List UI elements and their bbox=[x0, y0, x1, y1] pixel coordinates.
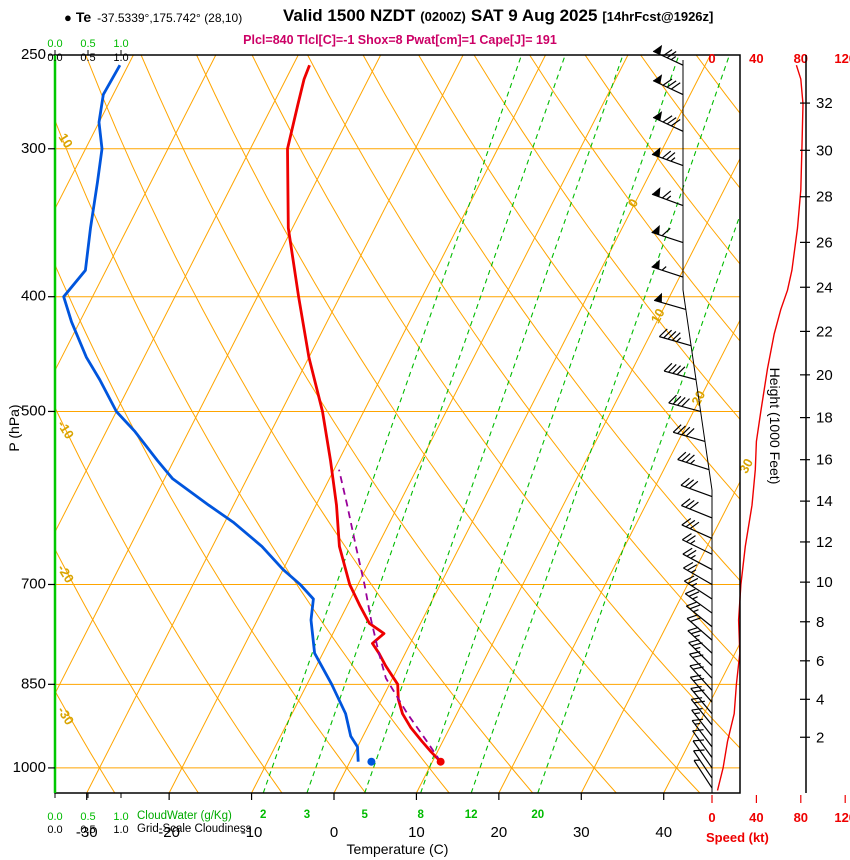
surface-dewpoint-dot bbox=[367, 757, 376, 766]
svg-text:0.0: 0.0 bbox=[47, 52, 62, 64]
svg-text:80: 80 bbox=[794, 51, 808, 66]
background-grid bbox=[55, 55, 740, 793]
station-marker-icon: ● bbox=[64, 10, 72, 25]
svg-text:0.0: 0.0 bbox=[47, 811, 62, 823]
svg-text:80: 80 bbox=[794, 810, 808, 825]
svg-text:-20: -20 bbox=[54, 562, 77, 586]
svg-text:40: 40 bbox=[655, 824, 672, 841]
temperature-axis-title: Temperature (C) bbox=[346, 841, 449, 857]
svg-text:6: 6 bbox=[816, 653, 824, 670]
svg-text:16: 16 bbox=[816, 452, 833, 469]
svg-text:0: 0 bbox=[708, 51, 715, 66]
svg-text:3: 3 bbox=[304, 809, 310, 821]
svg-text:30: 30 bbox=[573, 824, 590, 841]
sounding-parameters: Plcl=840 Tlcl[C]=-1 Shox=8 Pwat[cm]=1 Ca… bbox=[243, 33, 557, 47]
svg-text:400: 400 bbox=[21, 288, 46, 305]
title-valid: Valid 1500 NZDT bbox=[283, 6, 416, 25]
svg-text:2: 2 bbox=[260, 809, 266, 821]
station-info: ● Te -37.5339°,175.742° (28,10) bbox=[64, 9, 242, 25]
svg-text:1.0: 1.0 bbox=[113, 824, 128, 836]
svg-text:1.0: 1.0 bbox=[113, 811, 128, 823]
title-fcst: [14hrFcst@1926z] bbox=[602, 9, 714, 24]
pressure-axis-title: P (hPa) bbox=[6, 404, 22, 452]
svg-text:12: 12 bbox=[816, 534, 833, 551]
station-coords: -37.5339°,175.742° (28,10) bbox=[97, 11, 243, 25]
svg-text:32: 32 bbox=[816, 95, 833, 112]
station-id: Te bbox=[75, 9, 92, 25]
svg-text:40: 40 bbox=[749, 51, 763, 66]
svg-text:1000: 1000 bbox=[13, 759, 46, 776]
sounding-curves bbox=[62, 64, 445, 766]
svg-text:-20: -20 bbox=[158, 824, 180, 841]
svg-text:20: 20 bbox=[491, 824, 508, 841]
svg-text:12: 12 bbox=[465, 809, 478, 821]
dewpoint-curve bbox=[62, 64, 360, 762]
wind-speed-profile bbox=[716, 64, 804, 791]
height-axis-title: Height (1000 Feet) bbox=[767, 367, 783, 485]
svg-text:8: 8 bbox=[816, 614, 824, 631]
svg-text:22: 22 bbox=[816, 323, 833, 340]
svg-text:8: 8 bbox=[417, 809, 424, 821]
svg-text:500: 500 bbox=[21, 402, 46, 419]
svg-text:10: 10 bbox=[56, 131, 76, 151]
svg-text:10: 10 bbox=[408, 824, 425, 841]
svg-text:0.5: 0.5 bbox=[80, 824, 95, 836]
svg-text:30: 30 bbox=[816, 142, 833, 159]
svg-text:850: 850 bbox=[21, 675, 46, 692]
svg-text:0.0: 0.0 bbox=[47, 824, 62, 836]
cloudiness-axis-title: Grid-Scale Cloudiness bbox=[137, 823, 252, 835]
svg-text:2: 2 bbox=[816, 729, 824, 746]
svg-text:1.0: 1.0 bbox=[113, 38, 128, 50]
svg-text:0: 0 bbox=[708, 810, 715, 825]
svg-text:0.5: 0.5 bbox=[80, 52, 95, 64]
svg-text:10: 10 bbox=[648, 306, 668, 326]
svg-text:4: 4 bbox=[816, 691, 824, 708]
speed-axis-title: Speed (kt) bbox=[706, 830, 769, 845]
svg-text:30: 30 bbox=[736, 456, 756, 476]
temperature-curve bbox=[286, 64, 442, 763]
svg-text:26: 26 bbox=[816, 234, 833, 251]
svg-text:0.5: 0.5 bbox=[80, 38, 95, 50]
svg-text:0: 0 bbox=[330, 824, 338, 841]
mixing-ratio-lines bbox=[262, 55, 740, 793]
svg-text:10: 10 bbox=[816, 574, 833, 591]
svg-text:0.0: 0.0 bbox=[47, 38, 62, 50]
svg-text:-30: -30 bbox=[76, 824, 98, 841]
svg-text:-10: -10 bbox=[54, 418, 77, 442]
svg-text:20: 20 bbox=[816, 367, 833, 384]
parcel-path bbox=[338, 469, 442, 763]
mixing-ratio-labels: 2 3 5 8 12 20 bbox=[260, 809, 544, 821]
svg-text:250: 250 bbox=[21, 46, 46, 63]
svg-text:0: 0 bbox=[625, 196, 642, 209]
svg-text:120: 120 bbox=[834, 51, 850, 66]
svg-text:700: 700 bbox=[21, 575, 46, 592]
svg-text:18: 18 bbox=[816, 410, 833, 427]
svg-text:20: 20 bbox=[531, 809, 544, 821]
svg-text:14: 14 bbox=[816, 493, 833, 510]
svg-text:300: 300 bbox=[21, 140, 46, 157]
surface-temp-dot bbox=[436, 757, 445, 766]
svg-text:40: 40 bbox=[749, 810, 763, 825]
title-zulu: (0200Z) bbox=[420, 9, 466, 24]
svg-text:0.5: 0.5 bbox=[80, 811, 95, 823]
svg-text:5: 5 bbox=[361, 809, 368, 821]
svg-text:24: 24 bbox=[816, 279, 833, 296]
page-title: Valid 1500 NZDT (0200Z) SAT 9 Aug 2025 [14h… bbox=[283, 6, 718, 26]
svg-text:-10: -10 bbox=[241, 824, 263, 841]
svg-text:120: 120 bbox=[834, 810, 850, 825]
svg-text:1.0: 1.0 bbox=[113, 52, 128, 64]
title-date: SAT 9 Aug 2025 bbox=[470, 6, 598, 25]
wind-barbs bbox=[651, 44, 713, 793]
svg-text:28: 28 bbox=[816, 189, 833, 206]
cloudwater-axis-title: CloudWater (g/Kg) bbox=[137, 810, 232, 822]
